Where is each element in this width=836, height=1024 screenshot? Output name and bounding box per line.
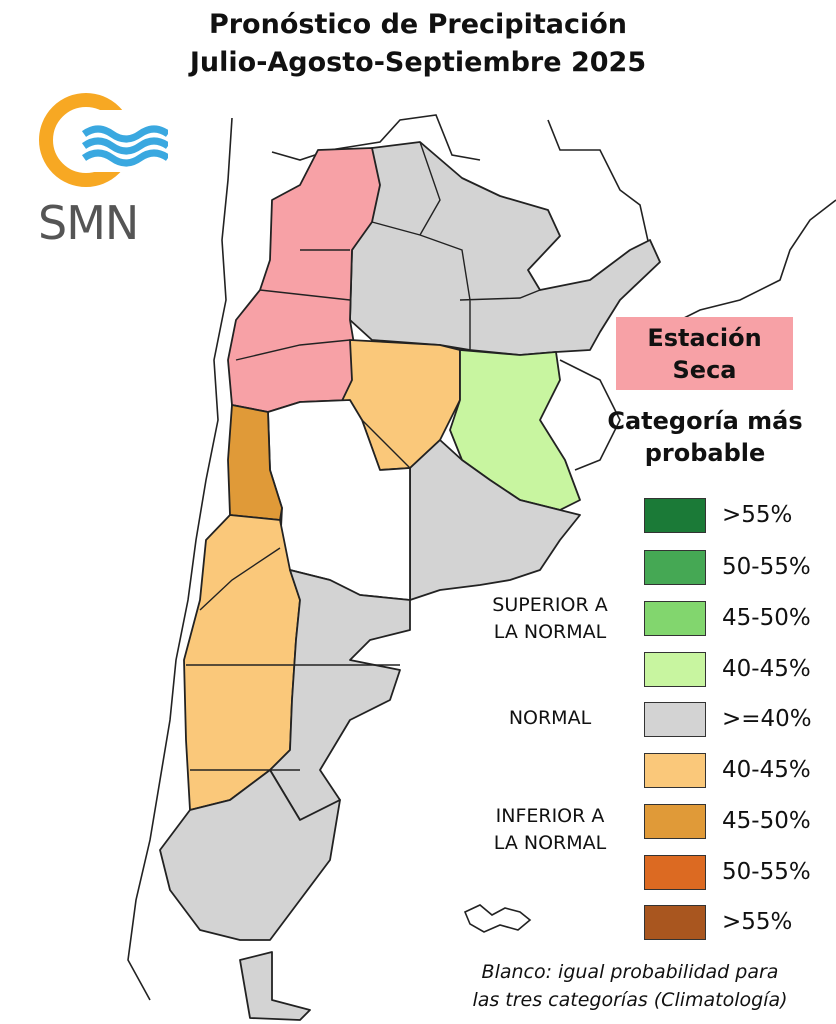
legend-label-above-50-55: 50-55% bbox=[722, 554, 811, 580]
legend-swatch-above-45-50 bbox=[644, 601, 706, 636]
legend-swatch-above-40-45 bbox=[644, 652, 706, 687]
legend-group-inferior-line1: INFERIOR A bbox=[495, 805, 605, 827]
legend-label-above-40-45: 40-45% bbox=[722, 656, 811, 682]
legend-swatch-below-gt55 bbox=[644, 905, 706, 940]
legend-heading: Categoría más probable bbox=[590, 405, 820, 469]
legend-group-inferior: INFERIOR A LA NORMAL bbox=[470, 803, 630, 857]
region-east-patagonia-normal bbox=[269, 569, 411, 821]
province-lines bbox=[186, 141, 541, 771]
uruguay-outline bbox=[559, 359, 621, 471]
brazil-border-outline bbox=[547, 119, 651, 251]
legend-swatch-below-45-50 bbox=[644, 804, 706, 839]
legend-label-above-45-50: 45-50% bbox=[722, 605, 811, 631]
region-tierra-del-fuego bbox=[239, 951, 311, 1021]
legend-label-above-gt55: >55% bbox=[722, 502, 793, 528]
footnote: Blanco: igual probabilidad para las tres… bbox=[430, 958, 830, 1014]
legend-swatch-below-40-45 bbox=[644, 753, 706, 788]
region-litoral-above-normal bbox=[449, 349, 581, 511]
chile-coast-outline bbox=[127, 117, 233, 1001]
legend-heading-line2: probable bbox=[644, 439, 766, 467]
legend-group-normal: NORMAL bbox=[508, 707, 592, 729]
legend-group-inferior-line2: LA NORMAL bbox=[493, 832, 607, 854]
region-mendoza-below-normal-strong bbox=[227, 404, 283, 521]
map-title-line1: Pronóstico de Precipitación bbox=[208, 9, 628, 40]
legend-swatch-normal bbox=[644, 702, 706, 737]
season-box-line2: Seca bbox=[672, 356, 737, 384]
season-box-line1: Estación bbox=[647, 324, 762, 352]
bolivia-border-outline bbox=[271, 114, 481, 161]
smn-logo-text: SMN bbox=[38, 196, 139, 250]
region-north-normal bbox=[349, 141, 661, 356]
footnote-line1: Blanco: igual probabilidad para bbox=[481, 961, 779, 983]
legend-group-superior-line2: LA NORMAL bbox=[493, 621, 607, 643]
brazil-coast-outline bbox=[659, 199, 836, 331]
legend-label-below-gt55: >55% bbox=[722, 909, 793, 935]
legend-swatch-above-50-55 bbox=[644, 550, 706, 585]
region-buenos-aires-normal bbox=[409, 439, 581, 601]
legend-heading-line1: Categoría más bbox=[607, 407, 803, 435]
map-title-line2: Julio-Agosto-Septiembre 2025 bbox=[189, 47, 647, 78]
legend-label-below-50-55: 50-55% bbox=[722, 859, 811, 885]
legend-label-normal: >=40% bbox=[722, 706, 812, 732]
legend-swatch-below-50-55 bbox=[644, 855, 706, 890]
footnote-line2: las tres categorías (Climatología) bbox=[472, 989, 788, 1011]
legend-swatch-above-gt55 bbox=[644, 498, 706, 533]
season-box: Estación Seca bbox=[616, 317, 793, 390]
legend-group-superior: SUPERIOR A LA NORMAL bbox=[470, 592, 630, 646]
legend-label-below-40-45: 40-45% bbox=[722, 757, 811, 783]
legend-label-below-45-50: 45-50% bbox=[722, 808, 811, 834]
smn-logo: SMN bbox=[38, 92, 171, 252]
malvinas-islands bbox=[463, 904, 532, 933]
legend-group-superior-line1: SUPERIOR A bbox=[492, 594, 608, 616]
smn-logo-icon bbox=[39, 93, 171, 187]
